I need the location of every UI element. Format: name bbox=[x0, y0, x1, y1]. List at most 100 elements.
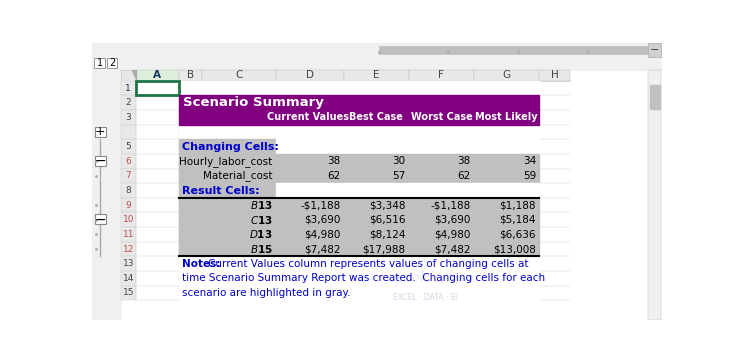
Text: scenario are highlighted in gray.: scenario are highlighted in gray. bbox=[182, 288, 351, 298]
Bar bbox=[179, 110, 539, 125]
Bar bbox=[95, 127, 106, 137]
Bar bbox=[179, 286, 539, 300]
Bar bbox=[179, 256, 539, 271]
Text: $4,980: $4,980 bbox=[434, 229, 471, 239]
Text: 2: 2 bbox=[109, 59, 115, 69]
Text: D: D bbox=[306, 70, 314, 80]
Text: 38: 38 bbox=[327, 156, 340, 166]
Text: $17,988: $17,988 bbox=[362, 244, 406, 254]
Bar bbox=[179, 125, 539, 139]
Bar bbox=[94, 59, 105, 69]
Text: F: F bbox=[439, 70, 445, 80]
Text: EXCEL · DATA · BI: EXCEL · DATA · BI bbox=[392, 293, 458, 302]
Polygon shape bbox=[132, 70, 136, 79]
Text: $6,516: $6,516 bbox=[369, 215, 406, 225]
Bar bbox=[121, 271, 136, 286]
Text: $4,980: $4,980 bbox=[304, 229, 340, 239]
Text: Best Case: Best Case bbox=[349, 112, 404, 122]
Text: $3,690: $3,690 bbox=[434, 215, 471, 225]
Text: time Scenario Summary Report was created.  Changing cells for each: time Scenario Summary Report was created… bbox=[182, 273, 545, 283]
Text: +: + bbox=[95, 125, 106, 138]
Bar bbox=[179, 95, 539, 110]
Bar bbox=[179, 271, 539, 286]
Text: H: H bbox=[551, 70, 559, 80]
Bar bbox=[179, 183, 276, 198]
Text: -$1,188: -$1,188 bbox=[431, 200, 471, 210]
Text: $B$13: $B$13 bbox=[250, 199, 273, 211]
Text: 15: 15 bbox=[123, 288, 134, 298]
Bar bbox=[107, 59, 118, 69]
Text: G: G bbox=[503, 70, 511, 80]
Text: 62: 62 bbox=[458, 171, 471, 181]
Bar bbox=[121, 125, 136, 139]
Bar bbox=[344, 70, 409, 81]
Text: −: − bbox=[650, 45, 659, 55]
Text: 11: 11 bbox=[123, 230, 134, 239]
Bar bbox=[380, 47, 647, 53]
Text: B: B bbox=[187, 70, 194, 80]
Bar bbox=[95, 156, 106, 166]
Text: $6,636: $6,636 bbox=[500, 229, 536, 239]
Text: 1: 1 bbox=[126, 84, 131, 93]
Text: 1: 1 bbox=[96, 59, 103, 69]
Bar bbox=[648, 70, 662, 320]
Text: 34: 34 bbox=[523, 156, 536, 166]
Bar bbox=[92, 43, 662, 57]
Text: $8,124: $8,124 bbox=[369, 229, 406, 239]
Bar bbox=[121, 81, 136, 95]
Text: Hourly_labor_cost: Hourly_labor_cost bbox=[179, 156, 273, 167]
Bar bbox=[121, 169, 136, 183]
Text: $C$13: $C$13 bbox=[250, 214, 273, 226]
Text: Scenario Summary: Scenario Summary bbox=[182, 96, 323, 109]
Text: Changing Cells:: Changing Cells: bbox=[182, 142, 279, 151]
Bar bbox=[121, 139, 136, 154]
Text: 30: 30 bbox=[392, 156, 406, 166]
Bar bbox=[179, 183, 539, 198]
Bar bbox=[474, 70, 539, 81]
Bar bbox=[121, 286, 136, 300]
Text: 38: 38 bbox=[458, 156, 471, 166]
Text: $1,188: $1,188 bbox=[500, 200, 536, 210]
Bar bbox=[179, 286, 539, 300]
Bar bbox=[179, 242, 539, 256]
Bar bbox=[276, 183, 539, 198]
Bar bbox=[179, 139, 539, 154]
Text: 12: 12 bbox=[123, 244, 134, 253]
Text: $B$15: $B$15 bbox=[250, 243, 273, 255]
Text: 10: 10 bbox=[123, 215, 134, 224]
Text: Worst Case: Worst Case bbox=[411, 112, 473, 122]
Bar bbox=[136, 70, 179, 81]
Bar bbox=[121, 213, 136, 227]
Text: 57: 57 bbox=[392, 171, 406, 181]
Text: Result Cells:: Result Cells: bbox=[182, 186, 259, 196]
Text: 14: 14 bbox=[123, 274, 134, 283]
Text: 13: 13 bbox=[123, 259, 134, 268]
Text: 2: 2 bbox=[126, 98, 131, 107]
Bar bbox=[650, 85, 660, 108]
Text: C: C bbox=[235, 70, 243, 80]
Bar bbox=[121, 227, 136, 242]
Bar bbox=[539, 70, 570, 81]
Bar bbox=[179, 227, 539, 242]
Bar bbox=[95, 214, 106, 224]
Bar bbox=[121, 183, 136, 198]
Bar bbox=[276, 70, 344, 81]
Text: 8: 8 bbox=[126, 186, 131, 195]
Bar bbox=[648, 43, 662, 57]
Bar bbox=[179, 198, 539, 213]
Text: 5: 5 bbox=[126, 142, 131, 151]
Text: -$1,188: -$1,188 bbox=[301, 200, 340, 210]
Bar bbox=[121, 70, 136, 81]
Bar bbox=[179, 256, 539, 271]
Text: exceldemy: exceldemy bbox=[387, 271, 463, 285]
Bar bbox=[121, 154, 136, 169]
Bar bbox=[121, 256, 136, 271]
Bar bbox=[202, 70, 276, 81]
Text: $3,348: $3,348 bbox=[369, 200, 406, 210]
Bar bbox=[179, 139, 276, 154]
Text: E: E bbox=[373, 70, 379, 80]
Bar bbox=[179, 169, 539, 183]
Text: $D$13: $D$13 bbox=[249, 228, 273, 241]
Bar bbox=[179, 271, 539, 286]
Text: A: A bbox=[154, 70, 162, 80]
